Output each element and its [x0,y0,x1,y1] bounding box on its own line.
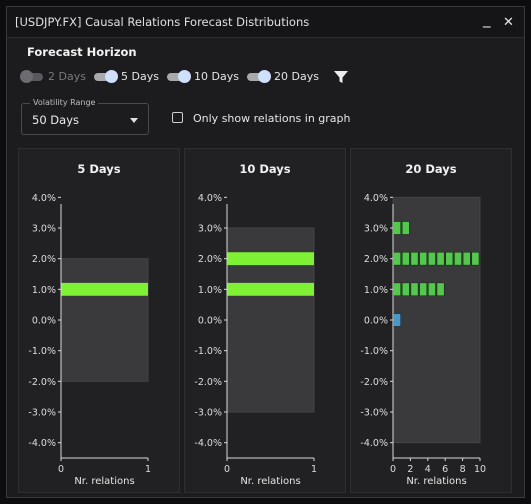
relation-bar [227,252,314,266]
x-tick-label: 1 [145,464,151,475]
x-tick-label: 4 [425,464,431,475]
y-tick-label: 0.0% [32,316,56,327]
y-tick-label: -4.0% [194,438,222,449]
chart-10-days: 4.0% 3.0% 2.0% 1.0% 0.0% -1.0% -2.0% -3.0% -4.0%… [194,193,317,487]
chart-title: 20 Days [405,162,457,176]
x-tick-label: 1 [311,464,317,475]
toggle-10-days[interactable]: 10 Days [167,69,239,85]
volatility-range-label: Volatility Range [30,98,99,107]
y-tick-label: 0.0% [364,316,388,327]
toggle-label: 10 Days [194,70,239,83]
y-tick-label: 3.0% [32,224,56,235]
relation-square [436,251,445,266]
relation-square [393,221,401,235]
relation-square [401,282,410,297]
y-tick-label: 2.0% [198,254,222,265]
x-axis-label: Nr. relations [74,476,134,487]
chevron-down-icon [130,118,138,123]
relation-square [419,282,428,297]
toggle-label: 2 Days [48,70,86,83]
y-tick-label: -2.0% [194,377,222,388]
y-tick-label: 3.0% [364,224,388,235]
volatility-range-value: 50 Days [32,113,79,127]
y-tick-label: 3.0% [198,224,222,235]
only-relations-checkbox[interactable] [172,112,183,123]
y-tick-label: -3.0% [194,408,222,419]
relation-square [445,251,454,266]
y-tick-label: 2.0% [364,254,388,265]
relation-square [436,282,445,297]
x-tick-label: 0 [224,464,230,475]
x-tick-label: 2 [407,464,413,475]
y-tick-label: -2.0% [360,377,388,388]
y-tick-label: 2.0% [32,254,56,265]
y-tick-label: -1.0% [194,346,222,357]
relation-square [410,251,419,266]
y-tick-label: 4.0% [198,193,222,204]
toggle-label: 5 Days [121,70,159,83]
x-tick-label: 6 [442,464,448,475]
relation-square [401,221,410,235]
relation-square [419,251,428,266]
relation-square [462,251,471,266]
x-axis-label: Nr. relations [240,476,300,487]
relation-square-highlight [393,313,401,327]
chart-title: 5 Days [77,162,121,176]
window-title: [USDJPY.FX] Causal Relations Forecast Di… [15,15,310,29]
y-tick-label: -1.0% [360,346,388,357]
y-tick-label: 1.0% [32,285,56,296]
chart-title: 10 Days [239,162,291,176]
y-tick-label: 1.0% [198,285,222,296]
close-button[interactable]: ✕ [503,15,514,30]
toggle-label: 20 Days [274,70,319,83]
relation-square [471,251,480,266]
chart-20-days: 4.0% 3.0% 2.0% 1.0% 0.0% -1.0% -2.0% -3.0% -4.0%… [360,193,486,487]
chart-panel-10-days: 10 Days 4.0% 3.0% 2.0% 1.0% 0.0% -1.0% -2.0% -3… [184,148,346,493]
y-tick-label: 1.0% [364,285,388,296]
relation-bar [227,282,314,296]
y-tick-label: -4.0% [28,438,56,449]
y-tick-label: 4.0% [32,193,56,204]
relation-square [454,251,462,266]
toggle-20-days[interactable]: 20 Days [247,69,319,85]
x-axis-label: Nr. relations [406,476,466,487]
chart-panel-5-days: 5 Days 4.0% 3.0% 2.0% 1.0% 0.0% -1.0% -2.0% -3.… [18,148,180,493]
forecast-band [60,258,149,382]
x-tick-label: 0 [58,464,64,475]
relation-square [393,251,401,266]
y-tick-label: -3.0% [28,408,56,419]
filter-icon[interactable] [333,69,349,85]
x-tick-label: 8 [460,464,466,475]
y-tick-label: -3.0% [360,408,388,419]
forecast-horizon-heading: Forecast Horizon [27,45,137,59]
forecast-distributions-window: [USDJPY.FX] Causal Relations Forecast Di… [6,6,525,498]
x-tick-label: 10 [474,464,486,475]
toggle-5-days[interactable]: 5 Days [94,69,162,85]
relation-square [410,282,419,297]
relation-square [428,251,436,266]
y-tick-label: 4.0% [364,193,388,204]
relation-square [401,251,410,266]
y-tick-label: 0.0% [198,316,222,327]
x-tick-label: 0 [390,464,396,475]
title-bar[interactable]: [USDJPY.FX] Causal Relations Forecast Di… [7,7,524,38]
relation-square [393,282,401,297]
relation-bar [61,282,148,296]
relation-square [428,282,436,297]
forecast-band [392,196,481,444]
chart-5-days: 4.0% 3.0% 2.0% 1.0% 0.0% -1.0% -2.0% -3.0% -4.0%… [28,193,151,487]
y-tick-label: -4.0% [360,438,388,449]
y-tick-label: -2.0% [28,377,56,388]
only-relations-label: Only show relations in graph [193,112,351,125]
y-tick-label: -1.0% [28,346,56,357]
chart-panel-20-days: 20 Days 4.0% 3.0% 2.0% 1.0% 0.0% -1.0% -2.0% -3… [350,148,512,493]
minimize-button[interactable]: _ [483,10,491,28]
toggle-2-days[interactable]: 2 Days [20,69,89,85]
volatility-range-select[interactable]: Volatility Range 50 Days [21,98,149,135]
